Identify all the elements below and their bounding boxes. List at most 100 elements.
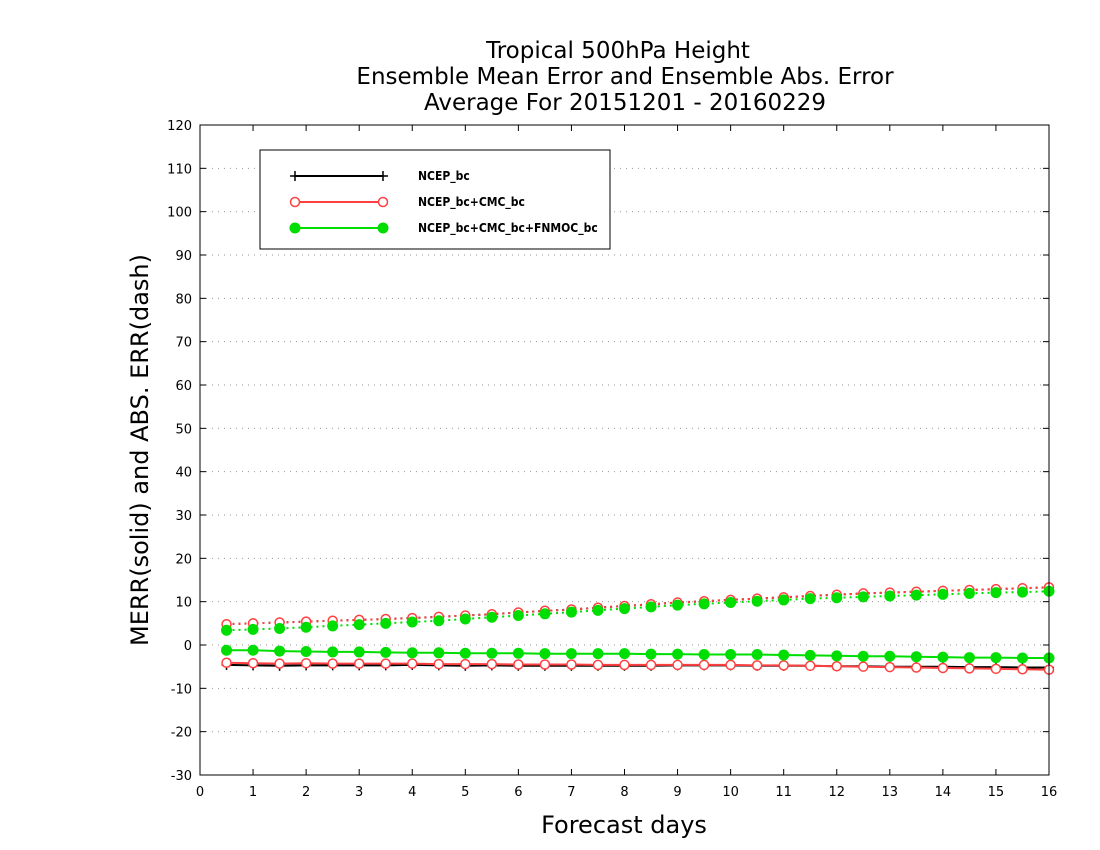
abs-err-point xyxy=(327,620,339,632)
abs-err-point xyxy=(380,617,392,629)
merr-point xyxy=(963,652,975,664)
merr-point xyxy=(910,651,922,663)
x-tick-label: 1 xyxy=(249,785,257,800)
legend-box xyxy=(259,149,611,250)
series-3 xyxy=(221,585,1055,664)
merr-point xyxy=(300,657,312,669)
merr-point xyxy=(592,659,604,671)
chart-title-line-3: Average For 20151201 - 20160229 xyxy=(424,90,826,116)
x-tick-label: 3 xyxy=(355,785,363,800)
merr-point xyxy=(513,659,524,670)
x-tick-label: 12 xyxy=(828,785,845,800)
x-tick-label: 7 xyxy=(567,785,575,800)
abs-err-point xyxy=(619,603,630,615)
abs-err-point xyxy=(778,594,790,606)
merr-point xyxy=(990,652,1002,664)
abs-err-point xyxy=(645,601,657,613)
merr-point xyxy=(353,658,365,669)
abs-err-point xyxy=(512,610,524,622)
merr-point xyxy=(327,646,339,658)
merr-point xyxy=(857,650,869,662)
merr-point xyxy=(407,658,418,669)
merr-point xyxy=(858,661,869,672)
x-tick-label: 8 xyxy=(620,785,628,800)
merr-point xyxy=(831,650,843,662)
y-tick-label: 70 xyxy=(175,336,192,351)
merr-point xyxy=(1017,664,1028,675)
legend-item: NCEP_bc xyxy=(290,169,470,184)
abs-err-point xyxy=(804,593,816,605)
y-tick-label: 20 xyxy=(175,552,192,567)
merr-point xyxy=(751,660,763,671)
merr-point xyxy=(380,658,391,669)
merr-point xyxy=(539,648,551,660)
chart-title-line-1: Tropical 500hPa Height xyxy=(485,38,750,64)
y-tick-label: 110 xyxy=(167,162,192,177)
abs-err-point xyxy=(406,616,418,628)
merr-point xyxy=(353,646,365,658)
legend-marker xyxy=(378,171,388,181)
merr-point xyxy=(566,659,577,670)
merr-point xyxy=(433,658,445,670)
x-tick-label: 13 xyxy=(882,785,899,800)
merr-point xyxy=(221,644,233,656)
merr-point xyxy=(778,649,790,661)
legend-marker xyxy=(290,171,300,181)
legend-marker xyxy=(377,222,389,234)
merr-point xyxy=(672,659,683,671)
merr-point xyxy=(221,657,232,669)
abs-err-point xyxy=(963,587,975,599)
merr-point xyxy=(274,645,286,657)
merr-point xyxy=(592,648,604,660)
abs-err-line xyxy=(226,586,1050,626)
abs-err-point xyxy=(274,623,286,635)
merr-point xyxy=(831,660,842,672)
merr-point xyxy=(804,649,816,661)
merr-point xyxy=(486,658,498,670)
merr-point xyxy=(274,658,285,669)
merr-point xyxy=(645,659,657,671)
merr-point xyxy=(725,659,736,671)
abs-err-point xyxy=(857,591,869,603)
merr-point xyxy=(619,659,630,671)
merr-point xyxy=(645,648,657,660)
abs-err-point xyxy=(937,588,949,600)
merr-point xyxy=(247,657,259,669)
x-tick-label: 4 xyxy=(408,785,416,800)
merr-point xyxy=(486,647,498,659)
legend-label: NCEP_bc+CMC_bc+FNMOC_bc xyxy=(418,221,598,236)
x-tick-label: 14 xyxy=(935,785,952,800)
merr-point xyxy=(433,647,445,659)
merr-point xyxy=(327,658,338,669)
y-tick-label: 0 xyxy=(184,639,192,654)
y-tick-label: -10 xyxy=(171,682,192,697)
legend: NCEP_bc NCEP_bc+CMC_bc NCEP_bc+CMC_bc+FNMO… xyxy=(259,149,611,250)
merr-point xyxy=(937,662,949,674)
x-tick-label: 9 xyxy=(673,785,681,800)
merr-line xyxy=(226,649,1049,659)
grid-lines xyxy=(200,167,1049,733)
abs-err-point xyxy=(247,623,259,635)
y-tick-label: -20 xyxy=(171,726,192,741)
y-tick-label: 120 xyxy=(167,119,192,134)
y-tick-label: 60 xyxy=(175,379,192,394)
y-tick-label: 30 xyxy=(175,509,192,524)
x-axis-title: Forecast days xyxy=(541,811,707,839)
y-tick-label: 90 xyxy=(175,249,192,264)
merr-point xyxy=(804,660,816,672)
merr-point xyxy=(990,663,1002,675)
abs-err-line xyxy=(226,590,1050,632)
x-tick-label: 10 xyxy=(722,785,739,800)
legend-label: NCEP_bc xyxy=(418,169,470,184)
abs-err-line xyxy=(226,586,1050,626)
abs-err-point xyxy=(698,598,710,610)
merr-point xyxy=(619,648,630,660)
merr-point xyxy=(964,663,975,674)
chart-title-line-2: Ensemble Mean Error and Ensemble Abs. Er… xyxy=(356,64,894,90)
plot-frame xyxy=(199,124,1050,776)
abs-err-point xyxy=(221,624,233,636)
abs-err-point xyxy=(884,590,896,602)
series-layer xyxy=(221,582,1055,675)
